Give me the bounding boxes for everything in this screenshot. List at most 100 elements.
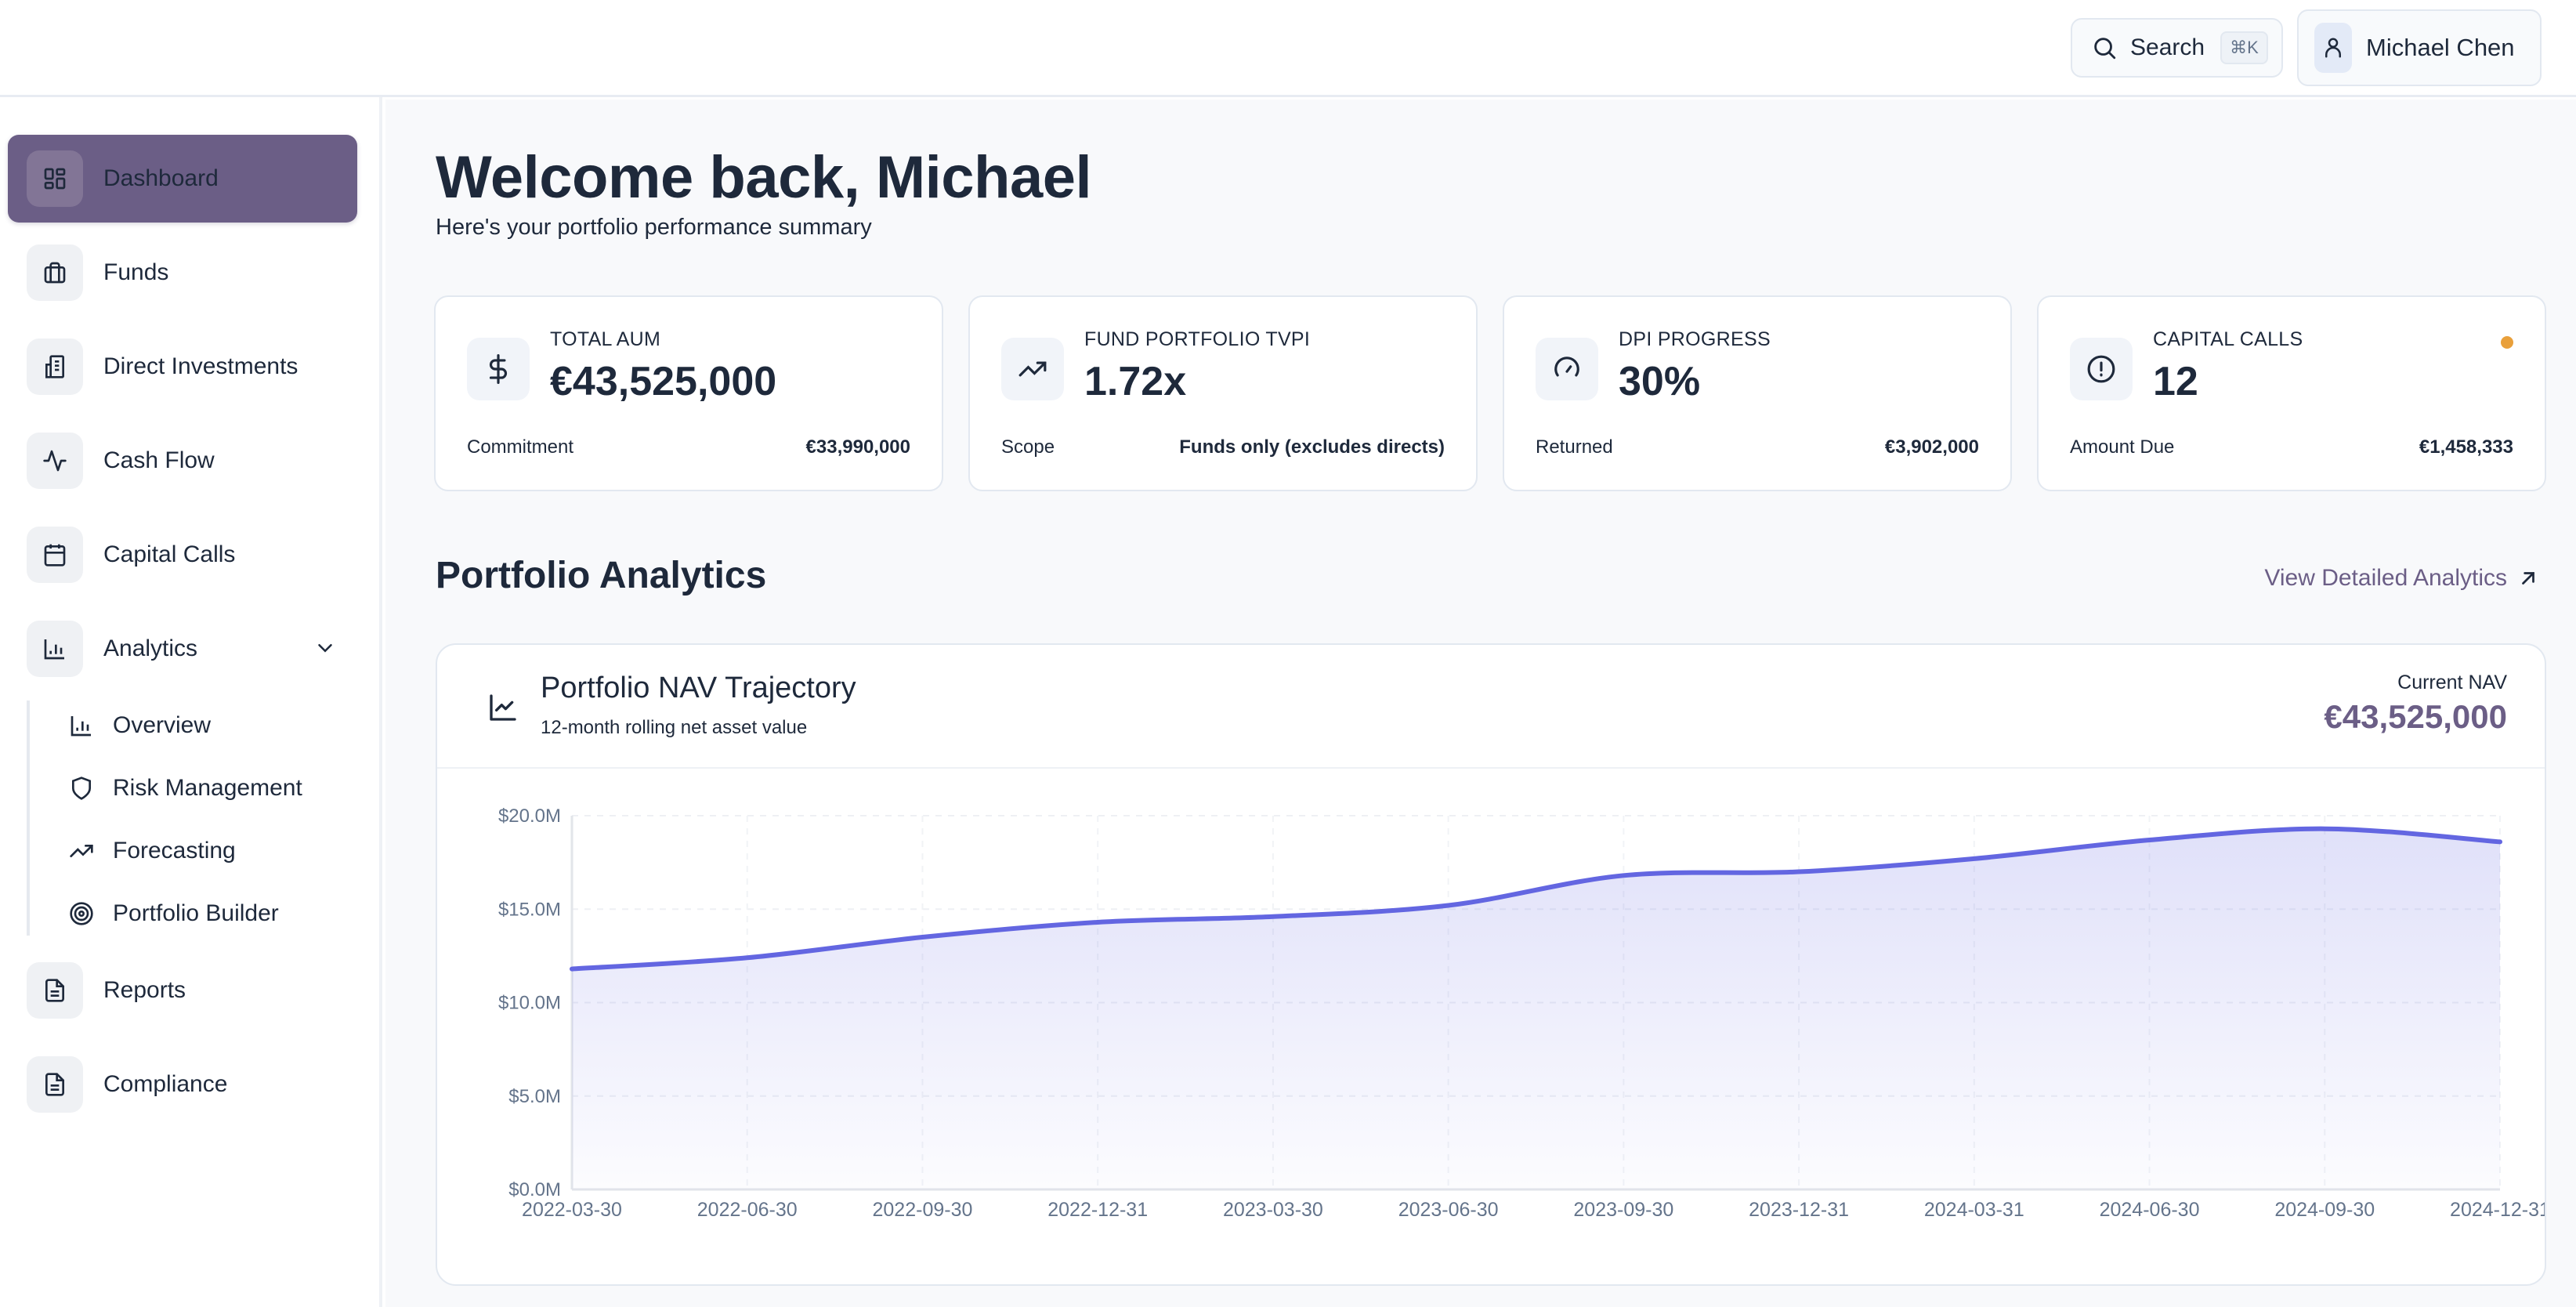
stat-foot-label: Returned	[1536, 436, 1613, 458]
stat-foot-label: Scope	[1001, 436, 1055, 458]
sidebar-item-label: Compliance	[103, 1071, 228, 1097]
file-text-icon	[45, 1073, 64, 1096]
svg-text:2022-12-31: 2022-12-31	[1047, 1199, 1148, 1221]
search-label: Search	[2130, 34, 2205, 60]
trending-up-icon	[1018, 361, 1047, 377]
sidebar-item-label: Capital Calls	[103, 541, 236, 567]
sidebar-item-label: Dashboard	[103, 165, 219, 191]
briefcase-icon	[44, 262, 66, 284]
svg-text:2022-03-30: 2022-03-30	[522, 1199, 622, 1221]
user-name: Michael Chen	[2366, 34, 2515, 61]
stat-card-total-aum[interactable]: TOTAL AUM €43,525,000 Commitment €33,990…	[434, 295, 943, 491]
nav-chart-card: Portfolio NAV Trajectory 12-month rollin…	[436, 643, 2546, 1286]
svg-text:2024-06-30: 2024-06-30	[2100, 1199, 2200, 1221]
stat-foot-label: Amount Due	[2070, 436, 2175, 458]
stat-card-capital-calls[interactable]: CAPITAL CALLS 12 Amount Due €1,458,333	[2037, 295, 2546, 491]
line-chart-icon	[490, 694, 516, 721]
stat-label: FUND PORTFOLIO TVPI	[1084, 328, 1311, 350]
sidebar-item-funds[interactable]: Funds	[8, 229, 357, 317]
page-subtitle: Here's your portfolio performance summar…	[436, 215, 872, 240]
stat-card-tvpi[interactable]: FUND PORTFOLIO TVPI 1.72x Scope Funds on…	[968, 295, 1478, 491]
arrow-up-right-icon	[2522, 572, 2534, 585]
activity-icon	[43, 450, 67, 472]
sidebar-subitem-label: Portfolio Builder	[113, 900, 279, 926]
nav-area-chart[interactable]: $0.0M $5.0M $10.0M $15.0M $20.0M 2022-03-30 20…	[437, 769, 2546, 1286]
sidebar-item-reports[interactable]: Reports	[8, 947, 357, 1034]
sidebar-subitem-forecasting[interactable]: Forecasting	[69, 827, 236, 874]
svg-text:2024-12-31: 2024-12-31	[2450, 1199, 2546, 1221]
sidebar-item-label: Funds	[103, 259, 169, 285]
stat-value: €43,525,000	[550, 359, 777, 404]
sidebar-item-direct-investments[interactable]: Direct Investments	[8, 323, 357, 411]
sidebar: Dashboard Funds Direct Investments Cash …	[0, 97, 382, 1307]
building-icon	[45, 355, 64, 378]
svg-text:2023-12-31: 2023-12-31	[1749, 1199, 1849, 1221]
chevron-down-icon[interactable]	[313, 636, 337, 660]
svg-text:2024-03-31: 2024-03-31	[1924, 1199, 2024, 1221]
current-nav-label: Current NAV	[2397, 672, 2507, 693]
sidebar-item-compliance[interactable]: Compliance	[8, 1041, 357, 1128]
gauge-icon	[1554, 357, 1579, 377]
shield-icon	[72, 777, 91, 800]
svg-text:2023-06-30: 2023-06-30	[1398, 1199, 1499, 1221]
view-detailed-analytics-link[interactable]: View Detailed Analytics	[2264, 565, 2538, 592]
stat-value: 30%	[1619, 359, 1701, 404]
stat-foot-label: Commitment	[467, 436, 574, 458]
stat-foot-value: Funds only (excludes directs)	[1179, 436, 1445, 458]
svg-text:$0.0M: $0.0M	[508, 1179, 561, 1200]
stat-label: CAPITAL CALLS	[2153, 328, 2303, 350]
dollar-icon	[489, 354, 507, 384]
top-bar: Search ⌘K Michael Chen	[0, 0, 2576, 97]
bar-chart-icon	[71, 716, 91, 737]
svg-text:2024-09-30: 2024-09-30	[2274, 1199, 2375, 1221]
chart-subtitle: 12-month rolling net asset value	[541, 717, 808, 738]
stat-foot-value: €1,458,333	[2419, 436, 2513, 458]
stat-foot-value: €3,902,000	[1884, 436, 1979, 458]
svg-text:$10.0M: $10.0M	[498, 993, 561, 1014]
calendar-icon	[44, 544, 66, 567]
sidebar-item-capital-calls[interactable]: Capital Calls	[8, 511, 357, 599]
svg-text:2023-09-30: 2023-09-30	[1573, 1199, 1673, 1221]
avatar	[2314, 23, 2352, 73]
stat-value: 1.72x	[1084, 359, 1187, 404]
sidebar-item-cash-flow[interactable]: Cash Flow	[8, 417, 357, 505]
sidebar-item-label: Cash Flow	[103, 447, 215, 473]
sidebar-item-analytics[interactable]: Analytics	[8, 605, 357, 693]
search-button[interactable]: Search ⌘K	[2071, 18, 2283, 78]
sidebar-subitem-risk-management[interactable]: Risk Management	[69, 765, 302, 812]
svg-text:2022-06-30: 2022-06-30	[697, 1199, 798, 1221]
stat-label: DPI PROGRESS	[1619, 328, 1771, 350]
trending-up-icon	[70, 845, 93, 857]
sidebar-subitem-label: Forecasting	[113, 838, 236, 863]
chart-header: Portfolio NAV Trajectory 12-month rollin…	[437, 645, 2545, 769]
stat-label: TOTAL AUM	[550, 328, 661, 350]
target-icon	[70, 902, 93, 925]
chart-title: Portfolio NAV Trajectory	[541, 672, 856, 704]
main-content: Welcome back, Michael Here's your portfo…	[385, 100, 2576, 1307]
sidebar-item-label: Direct Investments	[103, 353, 298, 379]
sidebar-subitem-label: Risk Management	[113, 775, 302, 801]
svg-text:$20.0M: $20.0M	[498, 806, 561, 827]
stat-value: 12	[2153, 359, 2198, 404]
section-title: Portfolio Analytics	[436, 555, 767, 596]
search-shortcut: ⌘K	[2220, 31, 2268, 64]
sidebar-item-label: Analytics	[103, 635, 198, 661]
svg-text:$5.0M: $5.0M	[508, 1086, 561, 1107]
search-icon	[2094, 38, 2116, 60]
sidebar-subitem-portfolio-builder[interactable]: Portfolio Builder	[69, 890, 279, 937]
user-icon	[2325, 38, 2341, 58]
user-menu-button[interactable]: Michael Chen	[2297, 9, 2542, 86]
status-indicator	[2501, 336, 2513, 349]
sidebar-item-label: Reports	[103, 977, 186, 1003]
view-link-label: View Detailed Analytics	[2264, 565, 2507, 591]
bar-chart-icon	[44, 639, 64, 660]
sidebar-subitem-overview[interactable]: Overview	[69, 702, 211, 749]
sidebar-subitem-label: Overview	[113, 712, 212, 738]
svg-text:$15.0M: $15.0M	[498, 899, 561, 920]
file-text-icon	[45, 979, 64, 1002]
current-nav-value: €43,525,000	[2324, 698, 2507, 735]
svg-text:2022-09-30: 2022-09-30	[873, 1199, 973, 1221]
page-title: Welcome back, Michael	[436, 144, 1092, 211]
sidebar-item-dashboard[interactable]: Dashboard	[8, 135, 357, 223]
stat-card-dpi[interactable]: DPI PROGRESS 30% Returned €3,902,000	[1503, 295, 2012, 491]
